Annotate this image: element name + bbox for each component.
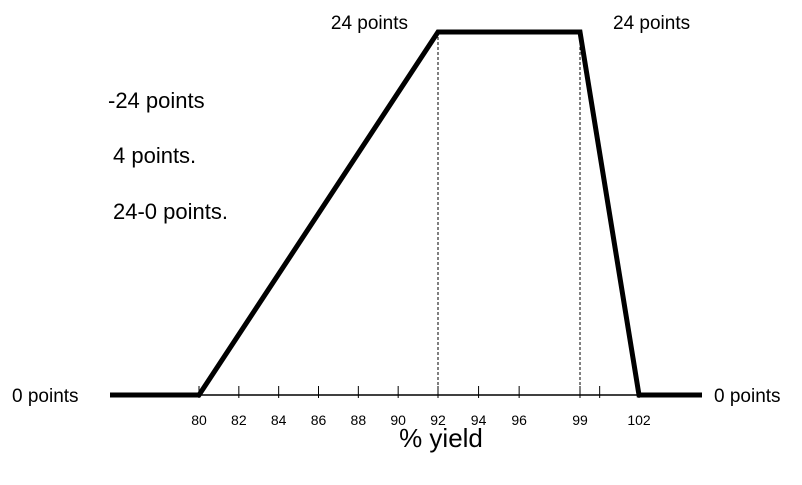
x-tick-label: 80 [191, 412, 207, 428]
x-tick-label: 94 [471, 412, 487, 428]
reference-lines [437, 32, 581, 395]
x-tick-label: 88 [351, 412, 367, 428]
x-tick-label: 96 [511, 412, 527, 428]
partial-side-text: -24 points 4 points. 24-0 points. [108, 88, 228, 224]
right-end-label: 0 points [714, 386, 781, 407]
score-series [110, 29, 702, 398]
side-text-line-1: -24 points [108, 88, 205, 113]
side-text-line-3: 24-0 points. [113, 199, 228, 224]
x-axis-ticks [198, 386, 640, 398]
side-text-line-2: 4 points. [113, 143, 196, 168]
x-tick-label: 99 [572, 412, 588, 428]
chart-annotations: 0 points 0 points % yield 24 points 24 po… [12, 13, 781, 453]
x-tick-label: 86 [311, 412, 327, 428]
x-axis-tick-labels: 80 82 84 86 88 90 92 94 96 99 102 [191, 412, 651, 428]
x-tick-label: 82 [231, 412, 247, 428]
x-tick-label: 102 [627, 412, 651, 428]
x-tick-label: 90 [390, 412, 406, 428]
left-end-label: 0 points [12, 386, 79, 407]
x-tick-label: 84 [271, 412, 287, 428]
x-axis-title: % yield [399, 423, 483, 453]
x-tick-label: 92 [430, 412, 446, 428]
score-curve [110, 29, 702, 398]
plateau-point-label: 24 points [613, 13, 690, 34]
plateau-point-label: 24 points [331, 13, 408, 34]
